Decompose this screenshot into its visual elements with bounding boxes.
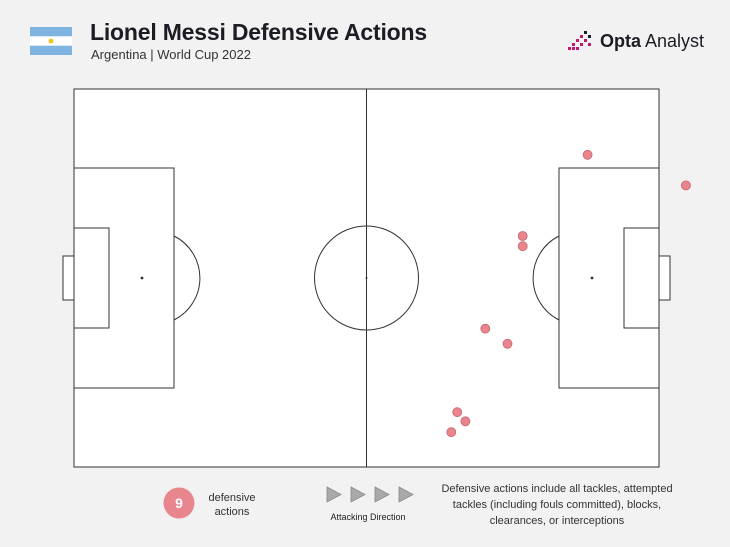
defensive-action-point bbox=[582, 149, 593, 160]
direction-arrow-icon bbox=[374, 486, 390, 503]
brand-sub: Analyst bbox=[645, 30, 705, 51]
count-badge: 9 bbox=[163, 487, 195, 519]
flag-sun-icon bbox=[48, 38, 54, 44]
legend-label: defensive actions bbox=[208, 492, 256, 518]
direction-arrow-icon bbox=[398, 486, 414, 503]
brand-name: Opta bbox=[600, 30, 642, 51]
definition-note: Defensive actions include all tackles, a… bbox=[441, 483, 673, 527]
right-six-yard-box bbox=[623, 227, 660, 329]
defensive-action-point bbox=[681, 180, 691, 191]
attacking-direction-label: Attacking Direction bbox=[330, 512, 406, 522]
page-subtitle: Argentina | World Cup 2022 bbox=[91, 47, 251, 62]
page-title: Lionel Messi Defensive Actions bbox=[90, 19, 427, 45]
right-penalty-spot bbox=[590, 276, 594, 280]
defensive-action-point bbox=[446, 427, 457, 438]
opta-logo-icon bbox=[568, 31, 591, 50]
defensive-action-point bbox=[502, 338, 513, 349]
left-penalty-spot bbox=[140, 276, 144, 280]
defensive-action-points bbox=[446, 149, 691, 438]
argentina-flag-icon bbox=[30, 27, 72, 55]
right-goal bbox=[658, 255, 671, 301]
count-badge-circle bbox=[163, 487, 195, 519]
count-badge-value: 9 bbox=[175, 495, 183, 511]
defensive-action-point bbox=[517, 231, 528, 241]
brand-logo: Opta Analyst bbox=[568, 28, 704, 54]
left-six-yard-box bbox=[73, 227, 110, 329]
left-goal bbox=[62, 255, 75, 301]
direction-arrow-icon bbox=[326, 486, 342, 503]
defensive-action-point bbox=[480, 323, 491, 334]
attacking-direction-arrows bbox=[326, 486, 414, 503]
defensive-action-point bbox=[517, 241, 528, 252]
defensive-action-point bbox=[460, 416, 471, 427]
flag-top-band bbox=[30, 27, 72, 37]
left-penalty-arc bbox=[173, 235, 201, 321]
center-spot bbox=[365, 277, 368, 279]
flag-bottom-band bbox=[30, 45, 72, 55]
right-penalty-arc bbox=[532, 235, 560, 321]
center-circle bbox=[314, 225, 419, 331]
direction-arrow-icon bbox=[350, 486, 366, 503]
defensive-action-point bbox=[452, 407, 463, 418]
